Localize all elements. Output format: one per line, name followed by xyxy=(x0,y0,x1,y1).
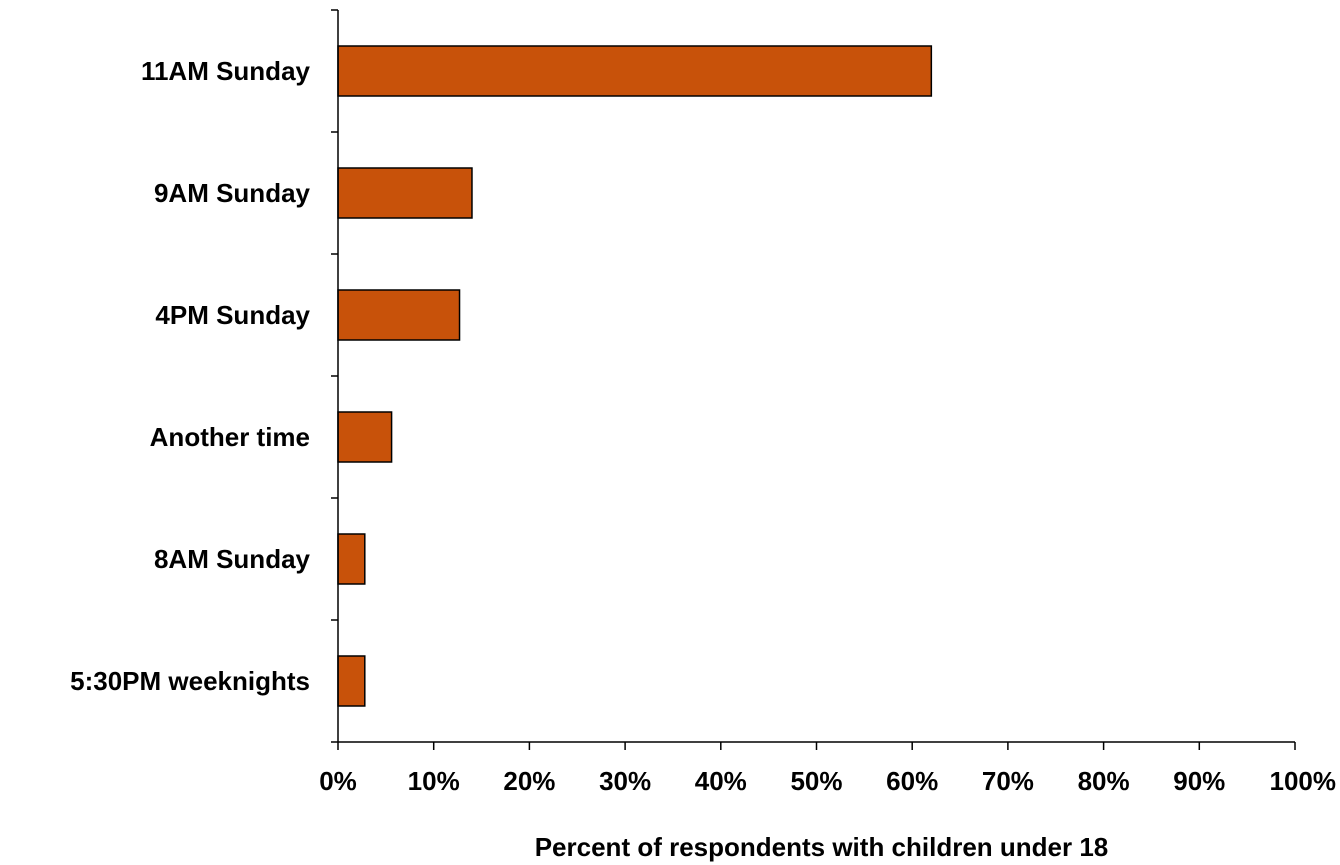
x-tick-label: 80% xyxy=(1078,766,1130,796)
x-tick-label: 60% xyxy=(886,766,938,796)
y-axis-ticks-group xyxy=(331,9,338,743)
x-tick-label: 70% xyxy=(982,766,1034,796)
x-axis-ticks-group xyxy=(337,742,1296,750)
bar xyxy=(337,167,473,219)
category-labels-group: 11AM Sunday 9AM Sunday 4PM Sunday Another t… xyxy=(70,56,310,696)
category-label: 11AM Sunday xyxy=(141,56,311,86)
category-label: Another time xyxy=(150,422,310,452)
x-tick-label: 90% xyxy=(1173,766,1225,796)
bar xyxy=(337,45,933,97)
x-tick-label: 50% xyxy=(790,766,842,796)
x-tick-label: 0% xyxy=(319,766,357,796)
category-label: 9AM Sunday xyxy=(154,178,311,208)
bar xyxy=(337,533,366,585)
bar xyxy=(337,289,461,341)
x-tick-label: 20% xyxy=(503,766,555,796)
x-tick-label: 30% xyxy=(599,766,651,796)
x-tick-label: 100% xyxy=(1270,766,1337,796)
bars-group xyxy=(337,45,933,707)
x-tick-label: 40% xyxy=(695,766,747,796)
category-label: 8AM Sunday xyxy=(154,544,311,574)
x-tick-labels-group: 0% 10% 20% 30% 40% 50% 60% 70% 80% 90% 100% xyxy=(319,766,1336,796)
bar xyxy=(337,411,393,463)
x-tick-label: 10% xyxy=(408,766,460,796)
bar xyxy=(337,655,366,707)
x-axis-title: Percent of respondents with children und… xyxy=(535,832,1109,862)
category-label: 5:30PM weeknights xyxy=(70,666,310,696)
category-label: 4PM Sunday xyxy=(155,300,310,330)
